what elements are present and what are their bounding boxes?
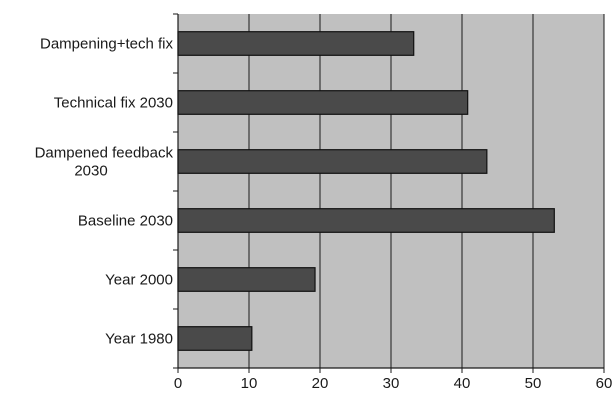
- x-tick-label: 50: [525, 375, 542, 392]
- x-axis-ticks: [177, 368, 605, 373]
- x-tick-label: 10: [241, 375, 258, 392]
- x-tick-label: 60: [596, 375, 612, 392]
- x-tick-label: 40: [454, 375, 471, 392]
- x-tick-label: 0: [174, 375, 182, 392]
- category-label: Baseline 2030: [78, 213, 173, 230]
- category-label: Year 1980: [105, 331, 173, 348]
- x-tick-label: 20: [312, 375, 329, 392]
- x-tick-label: 30: [383, 375, 400, 392]
- gridlines: [248, 14, 605, 368]
- bar: [177, 267, 316, 292]
- category-label: Dampening+tech fix: [40, 36, 173, 53]
- x-tick-labels: 0 10 20 30 40 50 60: [174, 375, 612, 392]
- category-label: Technical fix 2030: [54, 95, 173, 112]
- y-axis-ticks: [173, 13, 178, 369]
- category-label: 2030: [74, 163, 107, 180]
- category-labels: Dampening+tech fix Technical fix 2030 Damp…: [35, 36, 174, 348]
- category-label: Dampened feedback: [35, 145, 174, 162]
- bar: [177, 31, 415, 56]
- bar: [177, 326, 253, 351]
- bar: [177, 208, 555, 233]
- category-label: Year 2000: [105, 272, 173, 289]
- bar: [177, 90, 469, 115]
- bar: [177, 149, 488, 174]
